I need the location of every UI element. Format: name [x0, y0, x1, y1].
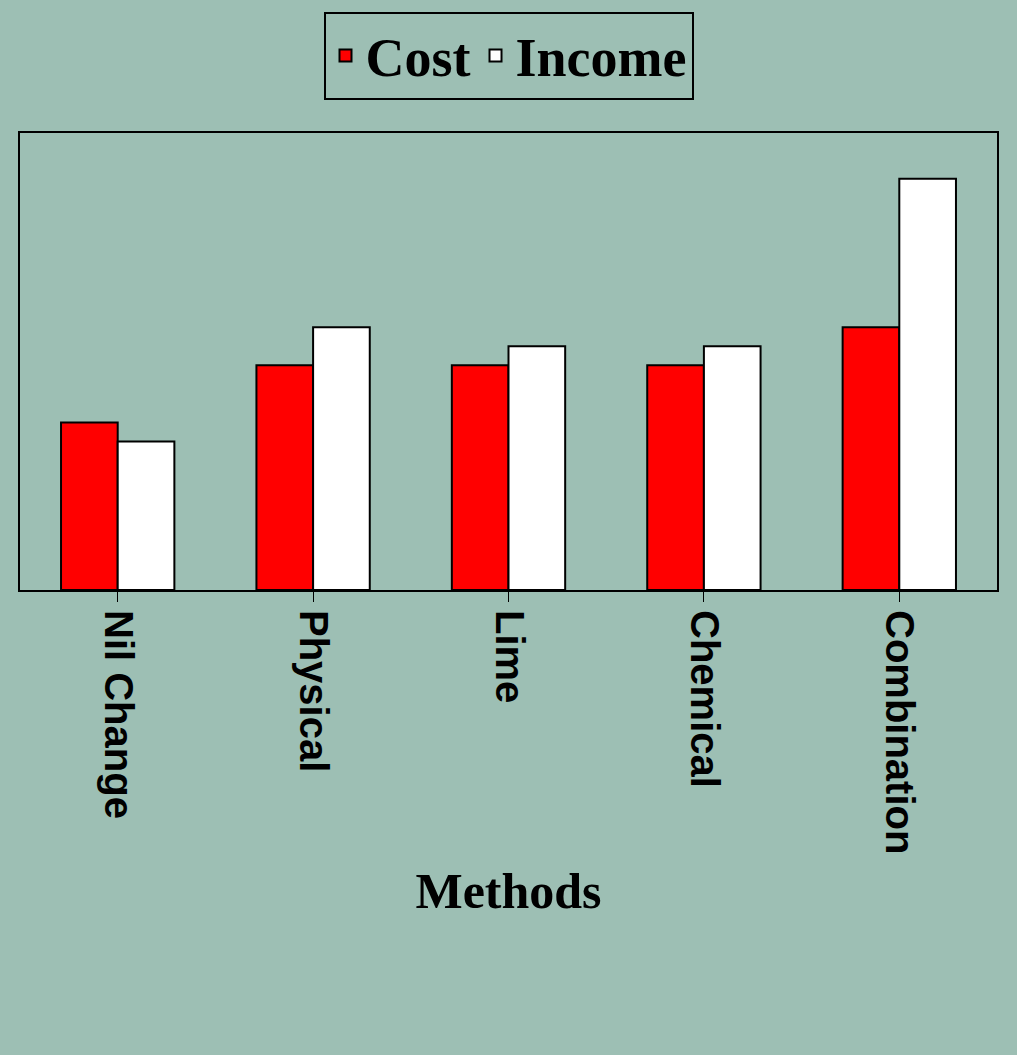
svg-text:Nil Change: Nil Change: [97, 610, 141, 819]
svg-text:Cost: Cost: [366, 28, 471, 88]
svg-text:Methods: Methods: [415, 863, 601, 919]
svg-text:Income: Income: [516, 28, 687, 88]
svg-text:Physical: Physical: [292, 610, 336, 772]
svg-text:Combination: Combination: [878, 610, 922, 854]
svg-text:Lime: Lime: [488, 610, 532, 703]
svg-text:Chemical: Chemical: [683, 610, 727, 788]
